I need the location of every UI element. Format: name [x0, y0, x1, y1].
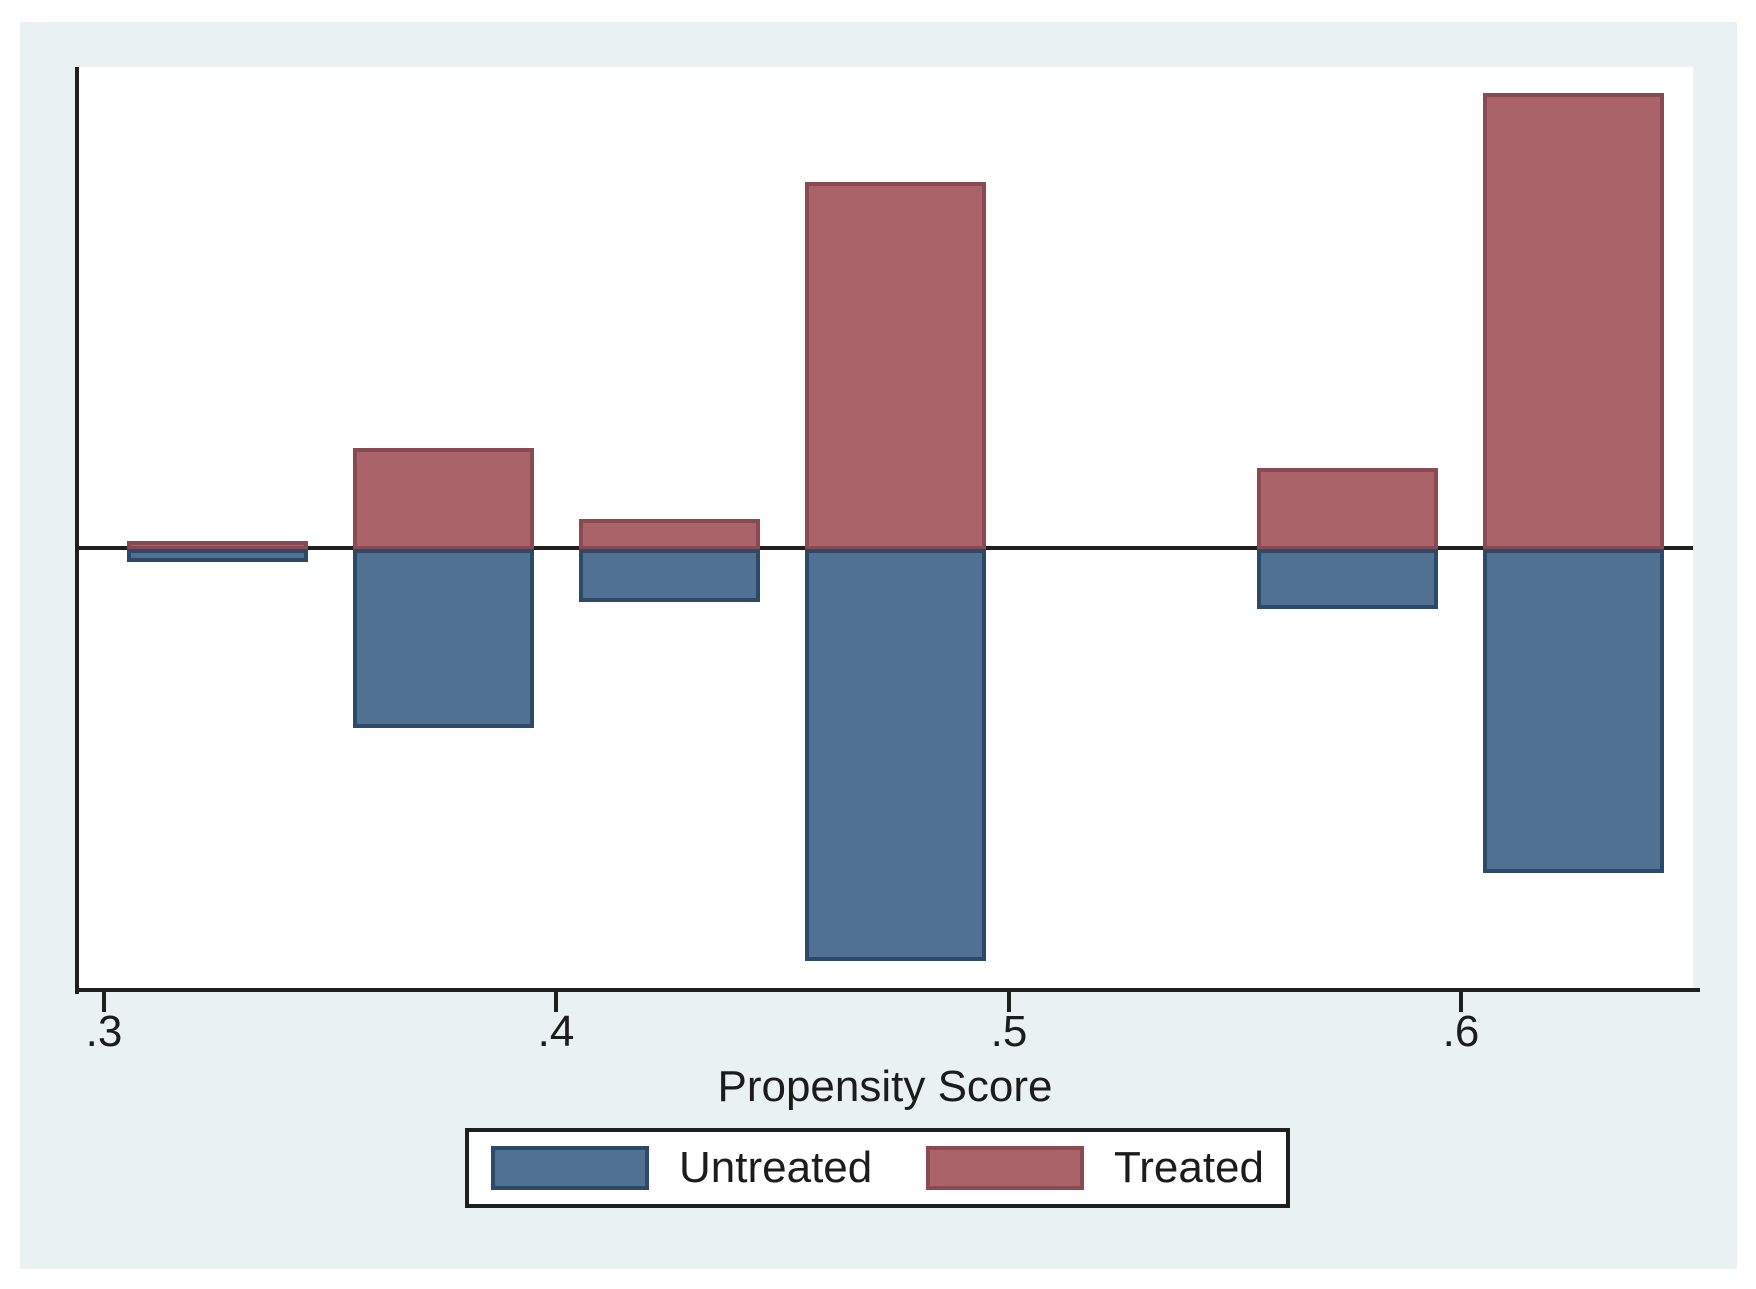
legend-item-treated: Treated — [925, 1143, 1264, 1193]
bar-untreated-bin3 — [579, 549, 760, 602]
bar-treated-bin3 — [579, 519, 760, 550]
legend-label-untreated: Untreated — [679, 1143, 873, 1192]
bar-treated-bin1 — [127, 541, 308, 550]
bar-untreated-bin1 — [127, 549, 308, 562]
x-tick-.4 — [554, 992, 558, 1012]
bar-treated-bin5 — [1257, 468, 1438, 550]
x-tick-label-.5: .5 — [990, 1007, 1028, 1056]
x-tick-.6 — [1459, 992, 1463, 1012]
x-axis-title: Propensity Score — [717, 1062, 1053, 1111]
legend-box: Untreated Treated — [465, 1128, 1290, 1208]
x-tick-label-.3: .3 — [85, 1007, 123, 1056]
x-tick-label-.4: .4 — [537, 1007, 575, 1056]
treated-color-swatch — [925, 1146, 1084, 1190]
legend-item-untreated: Untreated — [491, 1143, 872, 1193]
bar-treated-bin2 — [353, 448, 534, 550]
x-axis-line — [75, 988, 1700, 992]
untreated-color-swatch — [491, 1146, 649, 1190]
x-tick-.5 — [1007, 992, 1011, 1012]
bar-untreated-bin5 — [1257, 549, 1438, 609]
bar-treated-bin6 — [1483, 93, 1664, 550]
bar-untreated-bin2 — [353, 549, 534, 728]
legend-label-treated: Treated — [1113, 1143, 1264, 1192]
bar-untreated-bin4 — [805, 549, 986, 961]
x-tick-label-.6: .6 — [1442, 1007, 1480, 1056]
bar-treated-bin4 — [805, 182, 986, 550]
x-tick-.3 — [102, 992, 106, 1012]
bar-untreated-bin6 — [1483, 549, 1664, 873]
y-axis-line — [75, 67, 79, 994]
